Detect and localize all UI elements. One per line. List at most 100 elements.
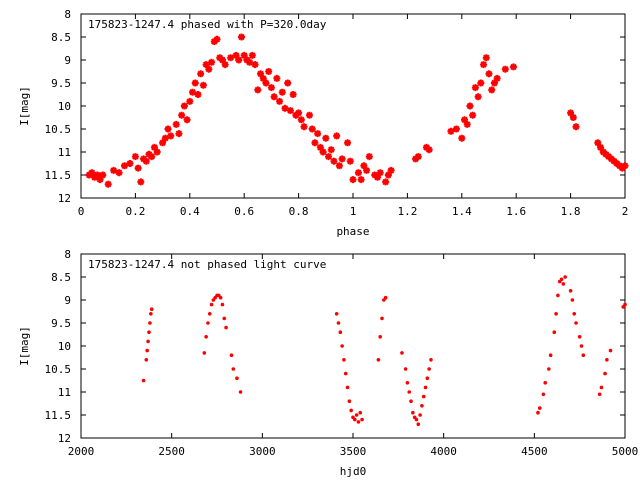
data-point <box>149 307 154 312</box>
data-point <box>229 353 234 358</box>
data-point <box>325 153 333 161</box>
y-tick-label: 11.5 <box>45 409 72 422</box>
x-axis-label: hjd0 <box>340 465 367 478</box>
data-point <box>349 408 353 413</box>
data-point <box>599 385 604 390</box>
data-point <box>387 166 395 174</box>
data-point <box>469 111 477 119</box>
data-point <box>537 406 542 410</box>
data-point <box>376 169 384 177</box>
plot-frame <box>80 13 626 199</box>
y-tick-label: 8 <box>64 8 71 21</box>
data-point <box>618 164 626 172</box>
x-tick-label: 5000 <box>612 445 639 458</box>
data-point <box>353 417 357 422</box>
data-point <box>365 153 373 161</box>
data-point <box>137 178 145 186</box>
data-point <box>458 134 466 142</box>
data-point <box>493 74 501 82</box>
data-point <box>403 367 408 371</box>
data-point <box>227 54 235 62</box>
data-point <box>548 353 553 358</box>
plot-frame <box>80 253 626 439</box>
data-point <box>373 173 381 181</box>
data-point <box>461 116 469 124</box>
data-point <box>425 376 430 381</box>
data-point <box>281 104 289 112</box>
data-point <box>218 295 223 300</box>
data-point <box>314 130 322 138</box>
data-point <box>418 413 422 417</box>
data-point <box>568 289 573 293</box>
data-point <box>300 123 308 131</box>
data-point <box>346 157 354 165</box>
data-point <box>167 132 175 140</box>
data-point <box>463 120 471 128</box>
data-point <box>267 84 275 92</box>
data-points-group <box>141 275 627 427</box>
data-point <box>322 134 330 142</box>
y-tick-label: 10 <box>58 340 71 353</box>
data-point <box>480 61 488 69</box>
data-point <box>471 84 479 92</box>
data-point <box>477 79 485 87</box>
data-point <box>608 348 613 353</box>
data-point <box>330 157 338 165</box>
data-point <box>146 339 150 344</box>
x-axis-label: phase <box>336 225 369 238</box>
data-point <box>194 91 202 98</box>
data-point <box>254 86 262 94</box>
data-point <box>178 111 186 119</box>
y-tick-label: 8 <box>64 248 71 261</box>
data-point <box>289 91 297 98</box>
x-tick-label: 3500 <box>340 445 367 458</box>
data-point <box>197 70 205 78</box>
x-tick-label: 1.8 <box>561 205 581 218</box>
data-point <box>240 51 248 59</box>
data-point <box>554 312 558 316</box>
data-point <box>605 153 613 161</box>
data-point <box>556 293 560 298</box>
data-point <box>349 176 357 184</box>
data-point <box>597 143 605 151</box>
data-point <box>414 153 422 161</box>
data-point <box>572 123 580 131</box>
data-point <box>189 88 197 96</box>
data-point <box>209 302 214 307</box>
data-point <box>621 162 629 170</box>
x-tick-label: 2500 <box>158 445 185 458</box>
y-tick-label: 12 <box>58 432 71 445</box>
data-point <box>202 351 207 355</box>
data-point <box>335 162 343 170</box>
y-tick-label: 9 <box>64 294 71 307</box>
data-point <box>104 180 112 188</box>
data-point <box>541 392 546 397</box>
data-point <box>161 134 169 142</box>
data-point <box>186 97 194 105</box>
data-point <box>88 169 96 177</box>
data-point <box>199 81 207 89</box>
data-point <box>218 56 226 64</box>
data-point <box>145 150 153 158</box>
x-tick-label: 0 <box>78 205 85 218</box>
data-point <box>216 54 224 62</box>
data-point <box>423 385 428 390</box>
data-point <box>316 143 324 151</box>
data-point <box>248 51 256 59</box>
data-point <box>235 376 239 381</box>
data-point <box>224 325 228 330</box>
data-point <box>262 79 270 87</box>
data-point <box>536 410 540 415</box>
data-point <box>308 125 316 133</box>
data-point <box>220 302 225 307</box>
data-point <box>474 93 482 101</box>
data-point <box>452 125 460 133</box>
data-point <box>552 330 557 335</box>
data-point <box>276 97 284 105</box>
data-point <box>488 86 496 94</box>
data-point <box>482 54 490 62</box>
data-point <box>547 367 551 371</box>
data-point <box>134 164 142 172</box>
phased-light-curve-panel: 175823-1247.4 phased with P=320.0day pha… <box>18 8 629 238</box>
